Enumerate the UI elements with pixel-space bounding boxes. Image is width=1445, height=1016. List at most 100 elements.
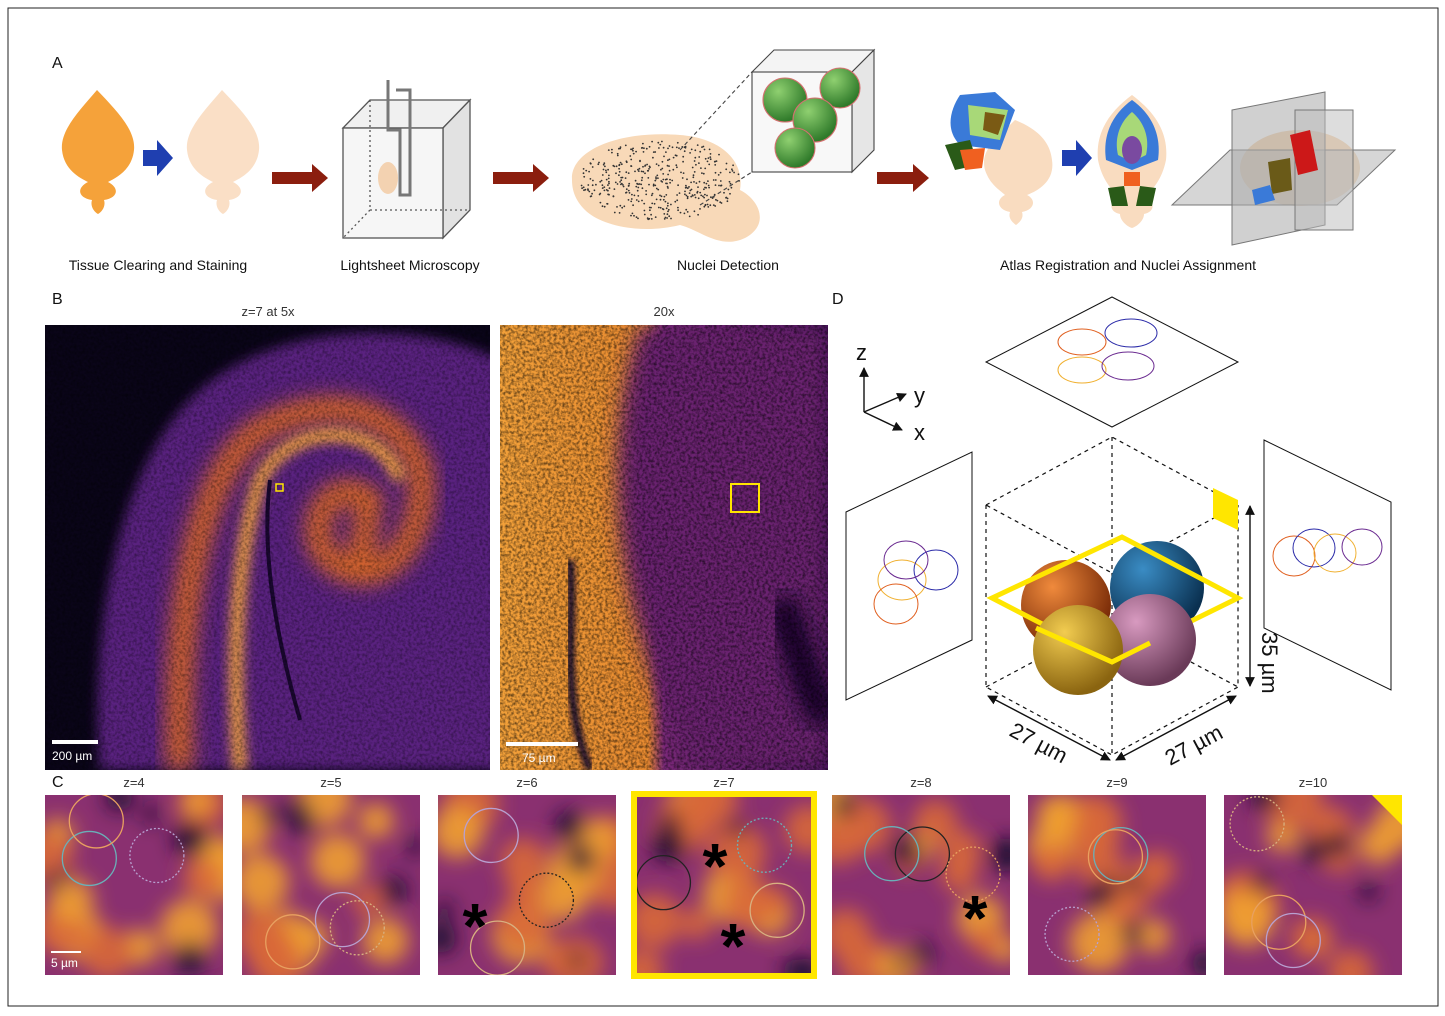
nucleus-dot: [685, 194, 688, 197]
nucleus-dot: [707, 206, 710, 208]
nucleus-dot: [623, 205, 626, 208]
nucleus-dot: [618, 167, 620, 170]
nucleus-dot: [657, 206, 660, 209]
nucleus-dot: [607, 177, 610, 180]
corner-marker: [1213, 488, 1238, 530]
nucleus-sphere: [1104, 594, 1196, 686]
nucleus-dot: [652, 151, 655, 154]
zoom-image: 75 µm: [500, 325, 828, 770]
nucleus-dot: [665, 207, 668, 210]
nucleus-dot: [601, 187, 604, 190]
atlas-brain: [945, 92, 1053, 225]
nucleus-dot: [702, 172, 705, 175]
nucleus-dot: [635, 150, 637, 153]
nucleus-dot: [601, 174, 604, 176]
blobs: [438, 795, 616, 975]
panel-label: D: [832, 291, 844, 308]
nucleus-dot: [638, 167, 641, 170]
nucleus-dot: [672, 168, 675, 171]
nucleus-dot: [644, 164, 647, 167]
nucleus-dot: [598, 161, 600, 164]
dark-spot: [660, 812, 681, 832]
nucleus-outline: [518, 872, 575, 928]
nucleus-dot: [642, 151, 645, 153]
nucleus-dot: [631, 212, 634, 215]
nucleus-dot: [605, 169, 607, 172]
nucleus-dot: [615, 172, 617, 175]
dark-spot: [892, 955, 909, 972]
slice-title: z=6: [516, 775, 537, 790]
nucleus-dot: [591, 184, 594, 187]
arrow: [493, 164, 549, 192]
nuclei-cube: [679, 48, 876, 206]
nucleus-dot: [581, 187, 583, 190]
nucleus-dot: [695, 182, 698, 185]
nucleus-dot: [641, 199, 643, 202]
blob: [181, 795, 211, 816]
blobs: [242, 795, 420, 975]
nucleus-dot: [619, 146, 622, 149]
nucleus-dot: [637, 168, 639, 171]
outline: [1104, 318, 1158, 348]
nucleus-dot: [688, 192, 691, 195]
outline: [913, 549, 959, 591]
blob: [1069, 912, 1129, 973]
nucleus-dot: [642, 165, 644, 168]
dark-spot: [406, 837, 420, 856]
nucleus-dot: [647, 218, 650, 221]
nucleus-dot: [655, 177, 657, 180]
nucleus-dot: [612, 195, 615, 198]
axis-label: x: [914, 420, 925, 445]
nucleus-dot: [607, 149, 610, 152]
nucleus-dot: [699, 150, 702, 153]
nucleus-dot: [616, 152, 619, 155]
nucleus-dot: [709, 204, 712, 207]
blob: [438, 805, 484, 859]
nucleus-dot: [620, 179, 623, 182]
nucleus-dot: [654, 151, 657, 153]
nucleus-dot: [704, 167, 707, 170]
nucleus-dot: [616, 154, 619, 157]
nucleus-dot: [693, 181, 695, 183]
blob: [358, 802, 394, 839]
nucleus-dot: [664, 216, 667, 219]
nucleus-dot: [619, 181, 621, 183]
nucleus-dot: [712, 179, 715, 181]
nucleus-dot: [605, 171, 608, 174]
nucleus-dot: [599, 201, 602, 204]
nucleus-dot: [712, 204, 715, 207]
nucleus-dot: [684, 190, 686, 193]
panel-label: B: [52, 291, 63, 308]
nucleus-dot: [694, 196, 697, 199]
nucleus-dot: [702, 145, 705, 148]
nucleus-dot: [625, 171, 628, 174]
nucleus-dot: [595, 183, 597, 186]
frame: [7, 7, 1439, 1007]
outline: [883, 540, 929, 580]
blob: [45, 831, 73, 882]
nucleus-dot: [607, 189, 609, 192]
nucleus-dot: [666, 164, 669, 167]
nucleus-dot: [652, 156, 654, 159]
blob: [635, 949, 664, 975]
nucleus-dot: [728, 180, 731, 183]
nucleus-dot: [637, 195, 640, 197]
nucleus-dot: [619, 204, 622, 207]
nucleus-dot: [699, 208, 701, 210]
nucleus-dot: [701, 172, 703, 175]
nucleus-dot: [708, 163, 711, 166]
dark-spot: [566, 844, 596, 873]
nucleus-dot: [686, 187, 689, 190]
nucleus-dot: [691, 166, 694, 169]
scale-bar: [51, 951, 81, 953]
marker: *: [963, 882, 988, 954]
nucleus-dot: [650, 194, 653, 197]
nucleus-dot: [650, 213, 652, 216]
nucleus-dot: [731, 168, 733, 171]
nucleus-dot: [737, 173, 740, 176]
dark-spot: [1121, 922, 1144, 945]
nucleus-dot: [671, 146, 674, 149]
nucleus-dot: [667, 208, 670, 211]
arrow: [1062, 140, 1092, 176]
